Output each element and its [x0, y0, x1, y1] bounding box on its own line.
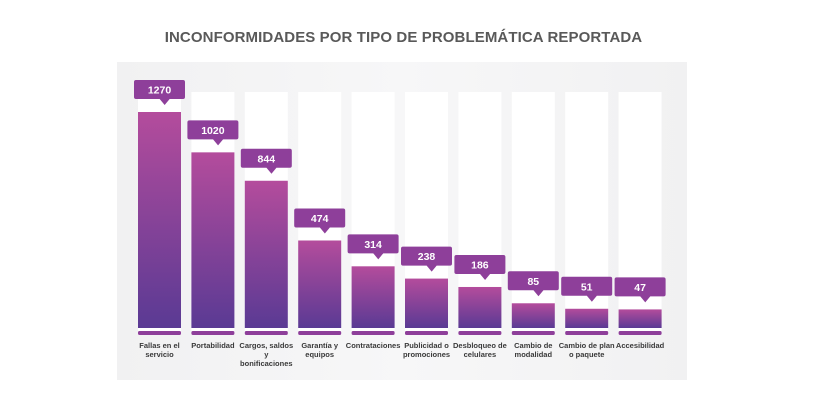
bar-7 — [458, 286, 502, 328]
category-label: Portabilidad — [191, 341, 235, 350]
bar-2 — [191, 152, 235, 328]
data-label: 85 — [527, 276, 539, 288]
category-label: Desbloqueo de celulares — [453, 341, 507, 359]
value-callout: 1270 — [134, 80, 185, 105]
callout-bubble — [401, 246, 452, 272]
data-label: 474 — [311, 213, 329, 225]
column-background — [565, 92, 609, 335]
value-callout: 844 — [240, 148, 292, 174]
value-callout: 186 — [454, 254, 506, 280]
category-label: Cambio de modalidad — [514, 341, 553, 359]
bar-5 — [351, 266, 395, 328]
category-label: Fallas en el servicio — [139, 341, 180, 359]
data-label: 844 — [258, 153, 276, 165]
bar-10 — [618, 309, 662, 328]
callout-bubble — [187, 120, 239, 146]
category-label: Garantía y equipos — [301, 341, 339, 359]
data-label: 238 — [418, 251, 436, 263]
bar-baseline — [191, 331, 235, 335]
category-label: Contrataciones — [345, 341, 401, 350]
bar-baseline — [351, 331, 395, 335]
value-callout: 85 — [507, 271, 559, 297]
callout-bubble — [294, 208, 346, 234]
callout-bubble — [561, 276, 613, 302]
bar-chart: 1270 1020 844 474 314 238 186 85 51 47 — [134, 80, 666, 335]
callout-bubble — [614, 277, 666, 303]
chart-title: INCONFORMIDADES POR TIPO DE PROBLEMÁTICA… — [164, 29, 643, 46]
category-label: Cambio de plan o paquete — [558, 341, 615, 359]
bar-baseline — [458, 331, 502, 335]
data-label: 51 — [581, 281, 593, 293]
category-label: Accesibilidad — [615, 341, 665, 350]
callout-bubble — [240, 148, 292, 174]
category-label: Publicidad o promociones — [402, 341, 451, 359]
data-label: 1270 — [148, 85, 172, 97]
bar-9 — [565, 308, 609, 328]
category-label: Cargos, saldos y bonificaciones — [239, 341, 294, 368]
bar-baseline — [511, 331, 555, 335]
bar-baseline — [565, 331, 609, 335]
bar-4 — [298, 240, 342, 328]
bar-baseline — [298, 331, 342, 335]
bar-baseline — [138, 331, 181, 335]
plot-area: 1270 1020 844 474 314 238 186 85 51 47 Fallas en … — [117, 62, 687, 380]
data-label: 47 — [634, 282, 646, 294]
value-callout: 474 — [294, 208, 346, 234]
bar-6 — [405, 278, 448, 328]
value-callout: 238 — [401, 246, 452, 272]
bar-1 — [138, 112, 181, 328]
value-callout: 314 — [347, 234, 399, 260]
callout-bubble — [347, 234, 399, 260]
bar-baseline — [405, 331, 448, 335]
callout-bubble — [507, 271, 559, 297]
data-label: 314 — [364, 239, 382, 251]
column-background — [618, 92, 662, 335]
data-label: 1020 — [201, 125, 225, 137]
value-callout: 1020 — [187, 120, 239, 146]
value-callout: 51 — [561, 276, 613, 302]
bar-3 — [244, 180, 288, 328]
data-label: 186 — [471, 259, 489, 271]
bar-baseline — [244, 331, 288, 335]
callout-bubble — [134, 80, 185, 105]
column-background — [511, 92, 555, 335]
bar-baseline — [618, 331, 662, 335]
value-callout: 47 — [614, 277, 666, 303]
bar-8 — [511, 303, 555, 328]
callout-bubble — [454, 254, 506, 280]
